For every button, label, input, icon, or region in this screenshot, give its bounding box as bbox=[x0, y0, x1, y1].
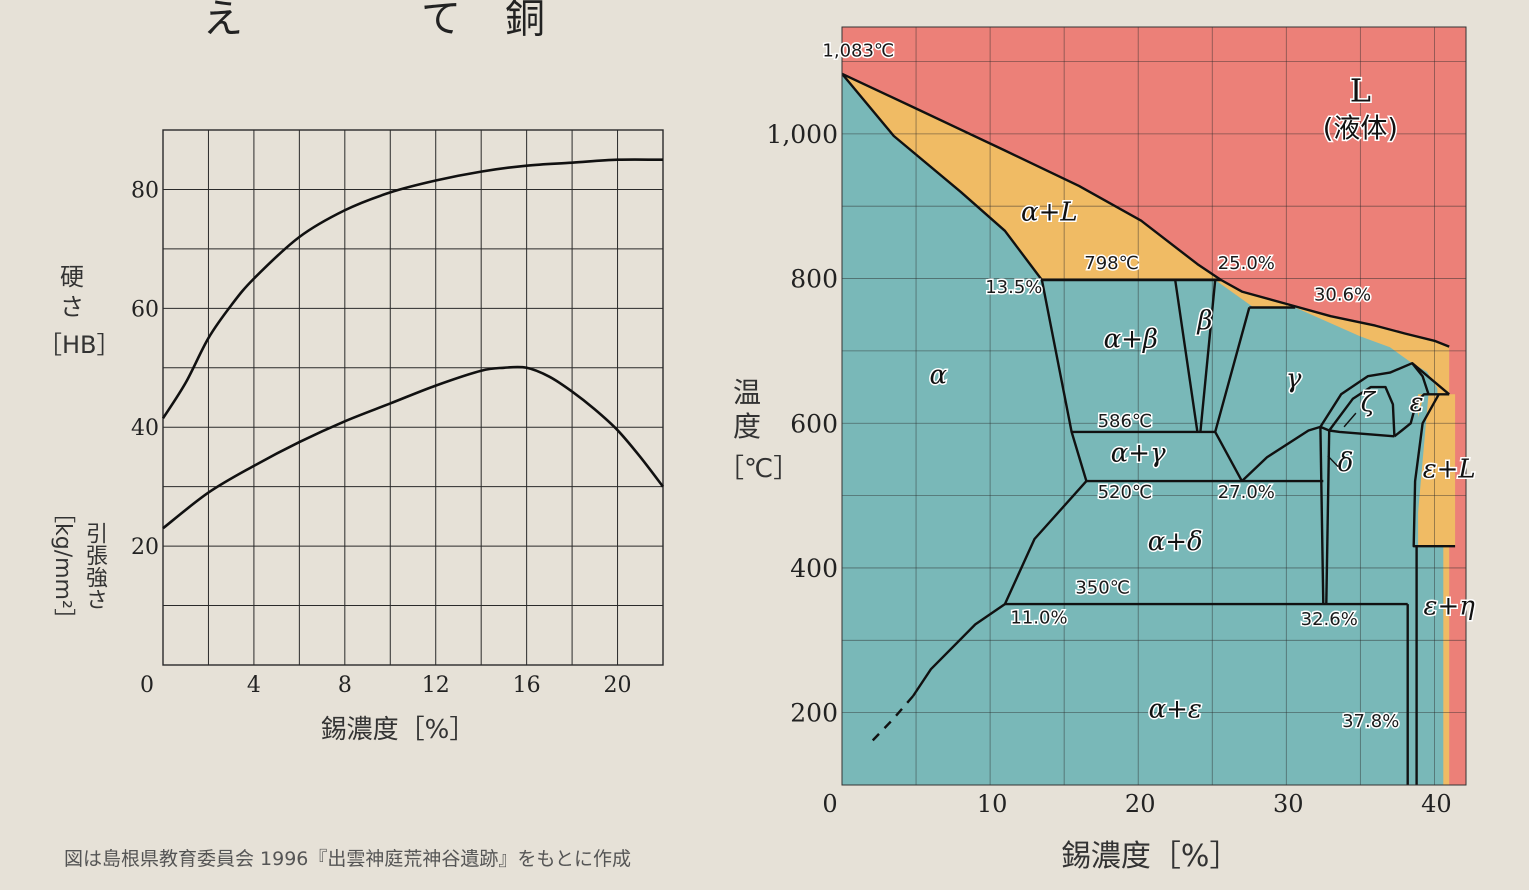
x-tick-label: 0 bbox=[140, 673, 154, 698]
y-tick-label: 800 bbox=[790, 265, 838, 294]
value-annotation: 586℃ bbox=[1098, 411, 1153, 432]
epsilon-liquid-boundary bbox=[1412, 393, 1456, 548]
zeta-boundary bbox=[1328, 385, 1396, 437]
axis-label-char: 温 bbox=[732, 376, 761, 409]
zeta-leader bbox=[1343, 412, 1357, 428]
region-label: α+γ bbox=[1111, 439, 1166, 469]
region-label: (液体) bbox=[1323, 113, 1398, 144]
delta-top-line bbox=[1319, 425, 1395, 438]
axis-label-unit: ［HB］ bbox=[38, 331, 121, 359]
y-tick-label: 20 bbox=[131, 535, 159, 560]
region-label: δ bbox=[1338, 448, 1354, 478]
beta-right-line bbox=[1214, 307, 1251, 433]
region-label: ε bbox=[1410, 388, 1424, 418]
liquidus-line bbox=[842, 72, 1450, 348]
value-annotation: 520℃ bbox=[1098, 482, 1153, 503]
epsilon-top-line bbox=[1411, 362, 1450, 396]
alpha-boundary-dashed bbox=[870, 695, 915, 743]
region-label: ζ bbox=[1361, 388, 1377, 418]
gamma-boundary-right bbox=[1241, 425, 1321, 482]
solidus-line bbox=[842, 73, 1043, 281]
region-label: ε+L bbox=[1423, 455, 1476, 485]
x-tick-label: 0 bbox=[822, 790, 837, 818]
y-tick-label: 400 bbox=[790, 554, 838, 583]
x-tick-label: 4 bbox=[247, 673, 261, 698]
tensile-axis-label: 引張強さ［kg/mm²］ bbox=[50, 501, 107, 631]
value-annotation: 13.5% bbox=[985, 277, 1042, 298]
gamma-dome-outer bbox=[1319, 362, 1430, 428]
phase-regions bbox=[842, 27, 1466, 785]
value-annotation: 30.6% bbox=[1314, 284, 1371, 305]
page-title-char-2: て bbox=[421, 0, 461, 42]
hardness-axis-label: 硬さ ［HB］ bbox=[38, 262, 121, 360]
delta-left-line bbox=[1319, 426, 1325, 605]
delta-leader bbox=[1327, 455, 1339, 468]
region-label: β bbox=[1196, 306, 1212, 336]
epsilon-liquid-region bbox=[1418, 394, 1456, 547]
tensile_strength-line bbox=[162, 365, 665, 530]
value-annotation: 32.6% bbox=[1301, 609, 1358, 630]
x-tick-label: 8 bbox=[338, 673, 352, 698]
eutectoid-586-line bbox=[1071, 430, 1243, 482]
region-label: α+ε bbox=[1149, 695, 1202, 725]
region-label: α+L bbox=[1021, 198, 1078, 228]
y-tick-label: 200 bbox=[790, 699, 838, 728]
solid-region bbox=[842, 73, 1438, 785]
x-tick-label: 16 bbox=[513, 673, 541, 698]
temperature-axis-label: 温度 ［℃］ bbox=[718, 376, 800, 484]
delta-right-line bbox=[1325, 430, 1331, 605]
beta-mid-line bbox=[1199, 279, 1217, 433]
value-annotation: 11.0% bbox=[1010, 608, 1067, 629]
axis-label-unit: ［℃］ bbox=[718, 454, 800, 484]
x-tick-label: 12 bbox=[422, 673, 450, 698]
x-tick-label: 40 bbox=[1421, 790, 1452, 818]
region-label: α bbox=[929, 360, 947, 390]
region-label: L bbox=[1350, 71, 1371, 109]
value-annotation: 25.0% bbox=[1218, 253, 1275, 274]
region-label: α+β bbox=[1104, 324, 1158, 354]
region-label: γ bbox=[1286, 364, 1302, 394]
axis-label-char: さ bbox=[60, 293, 84, 321]
beta-left-line bbox=[1174, 279, 1199, 433]
value-annotation: 798℃ bbox=[1084, 253, 1139, 274]
value-annotation: 1,083℃ bbox=[822, 40, 894, 61]
y-tick-label: 80 bbox=[131, 178, 159, 203]
region-label: ε+η bbox=[1424, 591, 1476, 621]
epsilon-column bbox=[1413, 394, 1444, 785]
hardness-line bbox=[161, 158, 664, 420]
y-tick-label: 40 bbox=[131, 416, 159, 441]
axis-label-char: 度 bbox=[732, 410, 761, 443]
x-tick-label: 30 bbox=[1273, 790, 1304, 818]
x-tick-label: 20 bbox=[604, 673, 632, 698]
alpha-boundary-lower bbox=[912, 480, 1088, 697]
page-title-char-1: え bbox=[203, 0, 243, 42]
strength-chart-frame bbox=[162, 129, 664, 666]
y-tick-label: 1,000 bbox=[766, 120, 838, 149]
y-tick-label: 60 bbox=[131, 297, 159, 322]
value-annotation: 350℃ bbox=[1075, 577, 1130, 598]
value-annotation: 37.8% bbox=[1342, 711, 1399, 732]
epsilon-left-line bbox=[1393, 393, 1450, 438]
value-annotation: 27.0% bbox=[1218, 482, 1275, 503]
x-axis-title: 錫濃度［%］ bbox=[321, 715, 476, 745]
x-tick-label: 10 bbox=[977, 790, 1008, 818]
page-title-char-3: 銅 bbox=[505, 0, 545, 42]
phase-diagram: 0 10 20 30 40 200 400 600 800 1,000 錫濃度［%］ L (液体) α+L… bbox=[766, 26, 1477, 874]
x-axis-title: 錫濃度［%］ bbox=[1061, 839, 1240, 874]
y-tick-label: 600 bbox=[790, 409, 838, 438]
axis-label-char: 硬 bbox=[60, 263, 84, 291]
region-label: α+δ bbox=[1148, 527, 1203, 557]
phase-diagram-frame bbox=[841, 26, 1467, 786]
figure-caption: 図は島根県教育委員会 1996『出雲神庭荒神谷遺跡』をもとに作成 bbox=[64, 848, 632, 870]
x-tick-label: 20 bbox=[1125, 790, 1156, 818]
strength-chart: 0 4 8 12 16 20 20 40 60 80 錫濃度［%］ bbox=[131, 129, 665, 745]
